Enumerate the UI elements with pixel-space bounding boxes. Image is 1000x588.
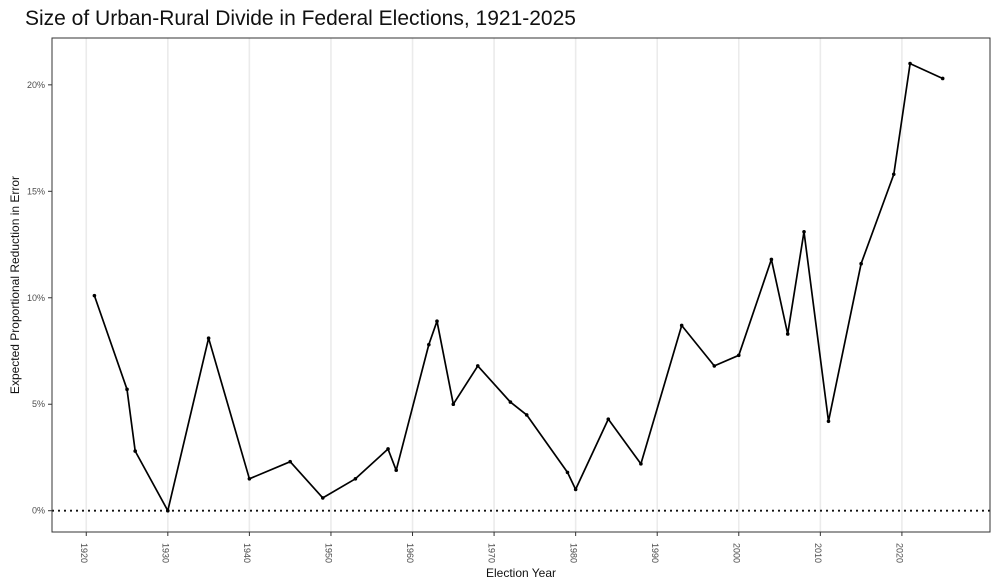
y-tick-label-4: 20% <box>27 80 45 90</box>
data-point-1925 <box>125 387 129 392</box>
data-point-1921 <box>92 293 97 298</box>
data-point-1974 <box>524 413 529 417</box>
data-point-2021 <box>908 61 912 66</box>
data-point-1980 <box>573 487 578 492</box>
data-point-1965 <box>451 402 456 407</box>
data-point-1993 <box>679 323 684 328</box>
y-tick-label-0: 0% <box>32 506 45 516</box>
data-point-2006 <box>785 332 790 336</box>
data-point-1963 <box>435 319 439 323</box>
plot-panel <box>51 37 991 533</box>
x-tick-label-1930: 1930 <box>160 543 170 563</box>
data-point-2000 <box>736 353 741 358</box>
grid-layer <box>85 38 903 532</box>
x-tick-label-1970: 1970 <box>487 543 497 563</box>
data-point-1997 <box>712 364 717 368</box>
y-tick-label-3: 15% <box>27 186 45 196</box>
data-point-1958 <box>394 468 399 473</box>
data-point-1935 <box>206 336 211 341</box>
chart-title: Size of Urban-Rural Divide in Federal El… <box>25 7 576 30</box>
y-axis-title: Expected Proportional Reduction in Error <box>8 176 22 394</box>
data-point-2011 <box>826 419 831 424</box>
data-point-1984 <box>606 417 611 421</box>
data-point-2008 <box>802 229 806 234</box>
data-point-1926 <box>133 449 137 453</box>
x-tick-label-1980: 1980 <box>568 543 578 563</box>
data-point-2019 <box>891 172 896 177</box>
x-axis-title: Election Year <box>486 566 556 580</box>
data-point-1949 <box>320 496 325 500</box>
y-axis-ticks: 0% 5% 10% 15% 20% <box>27 80 52 516</box>
series-line <box>93 62 944 512</box>
data-point-2004 <box>769 257 774 262</box>
y-tick-label-1: 5% <box>32 399 45 409</box>
data-point-1957 <box>386 447 390 451</box>
x-tick-label-1950: 1950 <box>324 543 334 563</box>
x-tick-label-1960: 1960 <box>405 543 415 563</box>
data-point-1930 <box>166 508 170 513</box>
x-tick-label-2000: 2000 <box>731 543 741 563</box>
data-point-1962 <box>427 342 431 347</box>
data-point-1968 <box>475 364 480 368</box>
x-tick-label-2020: 2020 <box>895 543 905 563</box>
x-tick-label-2010: 2010 <box>813 543 823 563</box>
y-tick-label-2: 10% <box>27 293 45 303</box>
x-tick-label-1990: 1990 <box>650 543 660 563</box>
data-point-1972 <box>508 400 513 404</box>
data-point-1953 <box>353 476 358 481</box>
x-tick-label-1940: 1940 <box>242 543 252 563</box>
data-point-2025 <box>940 76 945 81</box>
data-point-2015 <box>859 261 863 266</box>
data-point-1979 <box>565 470 570 475</box>
data-point-1945 <box>288 459 292 464</box>
x-tick-label-1920: 1920 <box>79 543 89 563</box>
data-point-1988 <box>639 462 643 466</box>
x-axis-ticks: 1920 1930 1940 1950 1960 1970 1980 1990 2000 2010… <box>79 532 905 563</box>
data-point-1940 <box>247 476 252 481</box>
points-layer <box>92 61 945 513</box>
